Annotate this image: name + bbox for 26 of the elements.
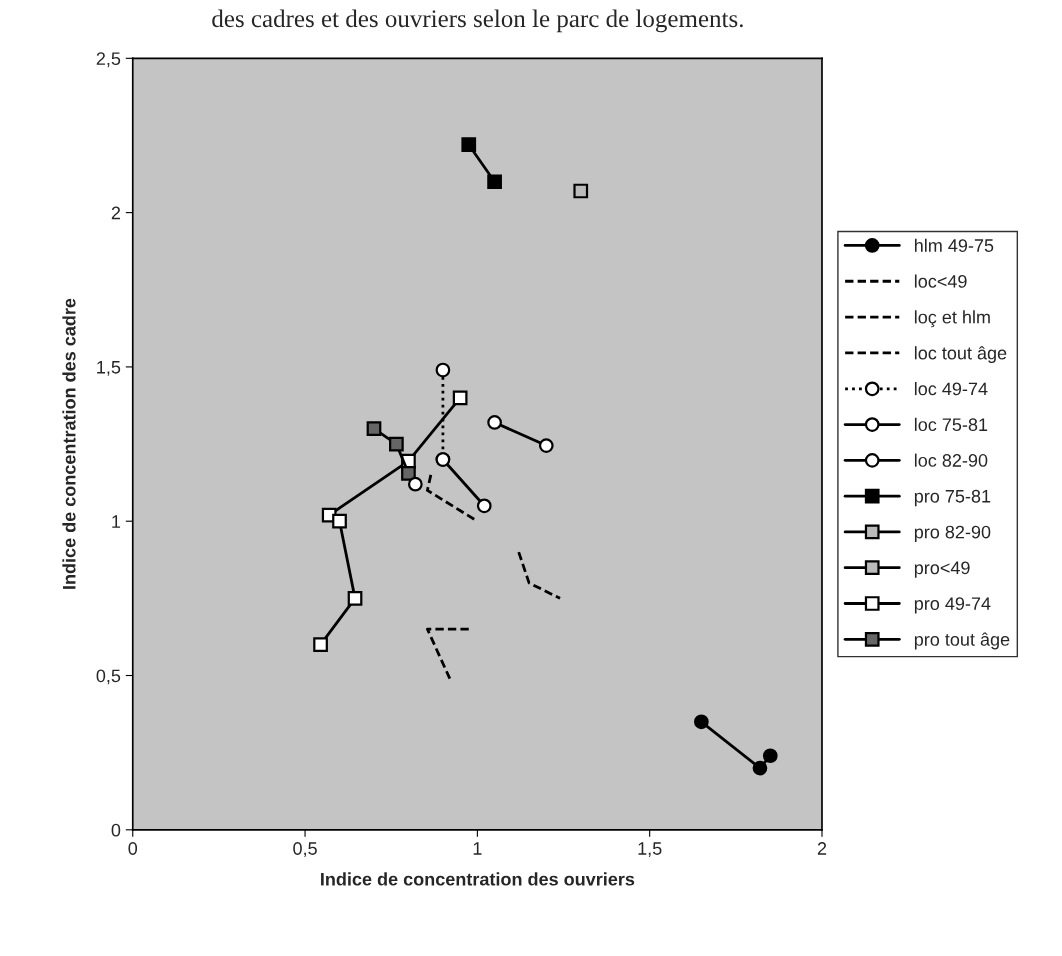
legend-label: pro<49 <box>914 561 970 578</box>
legend-label: pro tout âge <box>914 632 1010 650</box>
x-tick-label: 1 <box>473 842 482 855</box>
legend-label: pro 49-74 <box>914 597 991 614</box>
chart-title: des cadres et des ouvriers selon le parc de logements. <box>212 9 743 33</box>
y-tick-label: 1,5 <box>97 361 121 376</box>
legend-label: pro 82-90 <box>914 525 991 542</box>
y-tick-label: 0,5 <box>96 669 121 685</box>
legend-label: loc 49-74 <box>914 382 988 396</box>
legend-label: hlm 49-75 <box>914 238 994 252</box>
y-axis-title: Indice de concentration des cadre <box>62 298 76 589</box>
legend-label: loc 75-81 <box>914 417 988 432</box>
y-tick-label: 2,5 <box>96 52 121 68</box>
legend-label: pro 75-81 <box>914 489 991 507</box>
y-tick-label: 0 <box>111 823 121 837</box>
x-tick-label: 0 <box>128 842 138 855</box>
legend-label: loc<49 <box>914 274 967 288</box>
legend-label: loç et hlm <box>914 310 990 328</box>
x-tick-label: 2 <box>817 842 827 855</box>
legend-label: loc tout âge <box>914 346 1007 364</box>
x-tick-label: 0,5 <box>293 842 317 858</box>
x-axis-title: Indice de concentration des ouvriers <box>321 872 635 886</box>
legend-label: loc 82-90 <box>914 453 988 467</box>
y-tick-label: 1 <box>112 515 121 528</box>
y-tick-label: 2 <box>111 206 121 220</box>
x-tick-label: 1,5 <box>638 842 662 858</box>
